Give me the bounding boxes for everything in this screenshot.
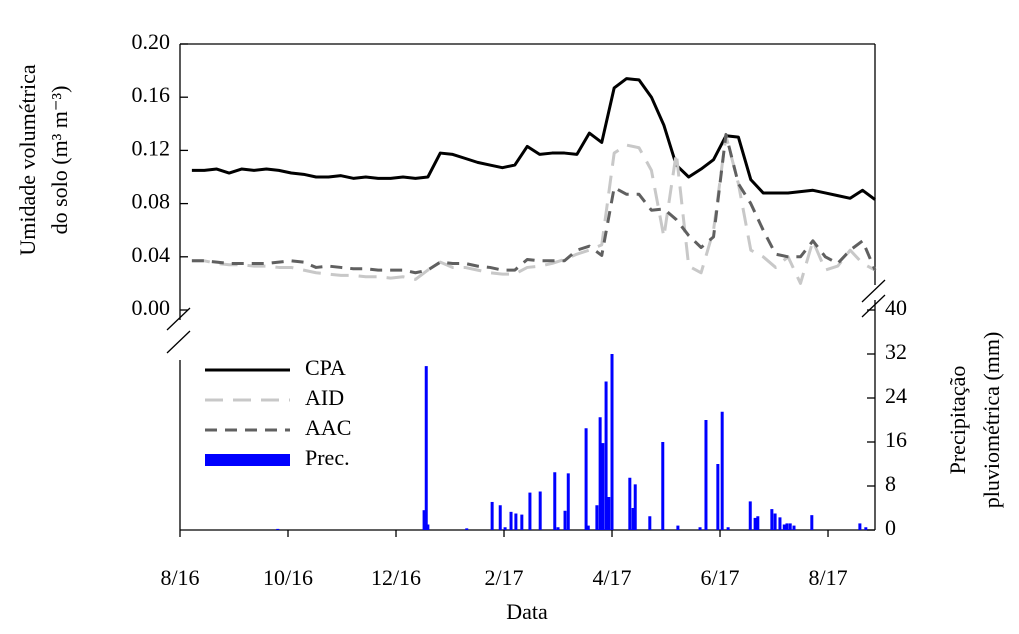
bar — [538, 491, 542, 530]
bar — [610, 354, 614, 530]
x-tick-label: 4/17 — [592, 565, 631, 590]
bar — [465, 528, 469, 530]
bar — [785, 523, 789, 530]
y-tick-label: 0.12 — [132, 135, 171, 160]
bar — [426, 524, 430, 530]
y2-axis-label: pluviométrica (mm) — [979, 332, 1004, 509]
legend-label: CPA — [305, 355, 346, 380]
x-tick-label: 12/16 — [371, 565, 421, 590]
bar — [716, 464, 720, 530]
x-tick-label: 6/17 — [700, 565, 739, 590]
bar — [633, 484, 637, 530]
bar — [528, 492, 532, 530]
bar — [503, 527, 507, 530]
legend-label: AID — [305, 385, 344, 410]
bar — [753, 517, 757, 530]
bar — [648, 516, 652, 530]
y-tick-label: 0.16 — [132, 82, 171, 107]
y2-tick-label: 8 — [885, 471, 896, 496]
bar — [864, 527, 868, 530]
y2-tick-label: 16 — [885, 427, 907, 452]
bar — [556, 527, 560, 530]
y-tick-label: 0.20 — [132, 29, 171, 54]
bar — [720, 411, 724, 530]
y-axis-label: Umidade volumétrica — [15, 64, 40, 255]
bar — [604, 381, 608, 530]
bar — [276, 528, 280, 530]
bar — [586, 525, 590, 530]
bar — [810, 515, 814, 530]
bar — [628, 477, 632, 530]
y-tick-label: 0.04 — [132, 242, 171, 267]
bar — [726, 527, 730, 530]
y2-tick-label: 40 — [885, 295, 907, 320]
bar — [778, 517, 782, 530]
bar — [601, 443, 605, 530]
y2-axis-label: Precipitação — [945, 366, 970, 475]
bar — [424, 366, 428, 530]
y-axis-label: do solo (m³ m⁻³) — [47, 86, 72, 235]
bar — [770, 509, 774, 530]
x-axis-label: Data — [506, 599, 548, 624]
legend-swatch — [205, 454, 290, 466]
bar — [498, 505, 502, 530]
line-series — [191, 132, 877, 275]
bar — [698, 527, 702, 530]
bar — [566, 473, 570, 530]
bar — [595, 505, 599, 530]
legend-label: AAC — [305, 415, 351, 440]
y2-tick-label: 24 — [885, 383, 907, 408]
bar — [598, 417, 602, 530]
bar — [563, 510, 567, 530]
bar — [676, 525, 680, 530]
y2-tick-label: 32 — [885, 339, 907, 364]
y-tick-label: 0.08 — [132, 189, 171, 214]
bar — [782, 524, 786, 530]
bar — [422, 510, 426, 530]
bar — [584, 428, 588, 530]
line-series — [191, 77, 876, 201]
bar — [704, 420, 708, 530]
x-tick-label: 10/16 — [263, 565, 313, 590]
x-tick-label: 8/17 — [808, 565, 847, 590]
bar — [490, 501, 494, 530]
bar — [748, 501, 752, 530]
bar — [631, 508, 635, 530]
bar — [858, 523, 862, 530]
bar — [756, 516, 760, 530]
bar — [792, 525, 796, 530]
y-tick-label: 0.00 — [132, 295, 171, 320]
line-series — [191, 134, 876, 285]
bar — [514, 513, 518, 530]
bar — [509, 511, 513, 530]
y2-tick-label: 0 — [885, 515, 896, 540]
bar — [788, 523, 792, 530]
bar — [520, 514, 524, 530]
x-tick-label: 2/17 — [484, 565, 523, 590]
bar — [661, 442, 665, 530]
bar — [773, 513, 777, 530]
bar — [607, 497, 611, 530]
bar — [553, 472, 557, 530]
legend-label: Prec. — [305, 445, 350, 470]
x-tick-label: 8/16 — [160, 565, 199, 590]
